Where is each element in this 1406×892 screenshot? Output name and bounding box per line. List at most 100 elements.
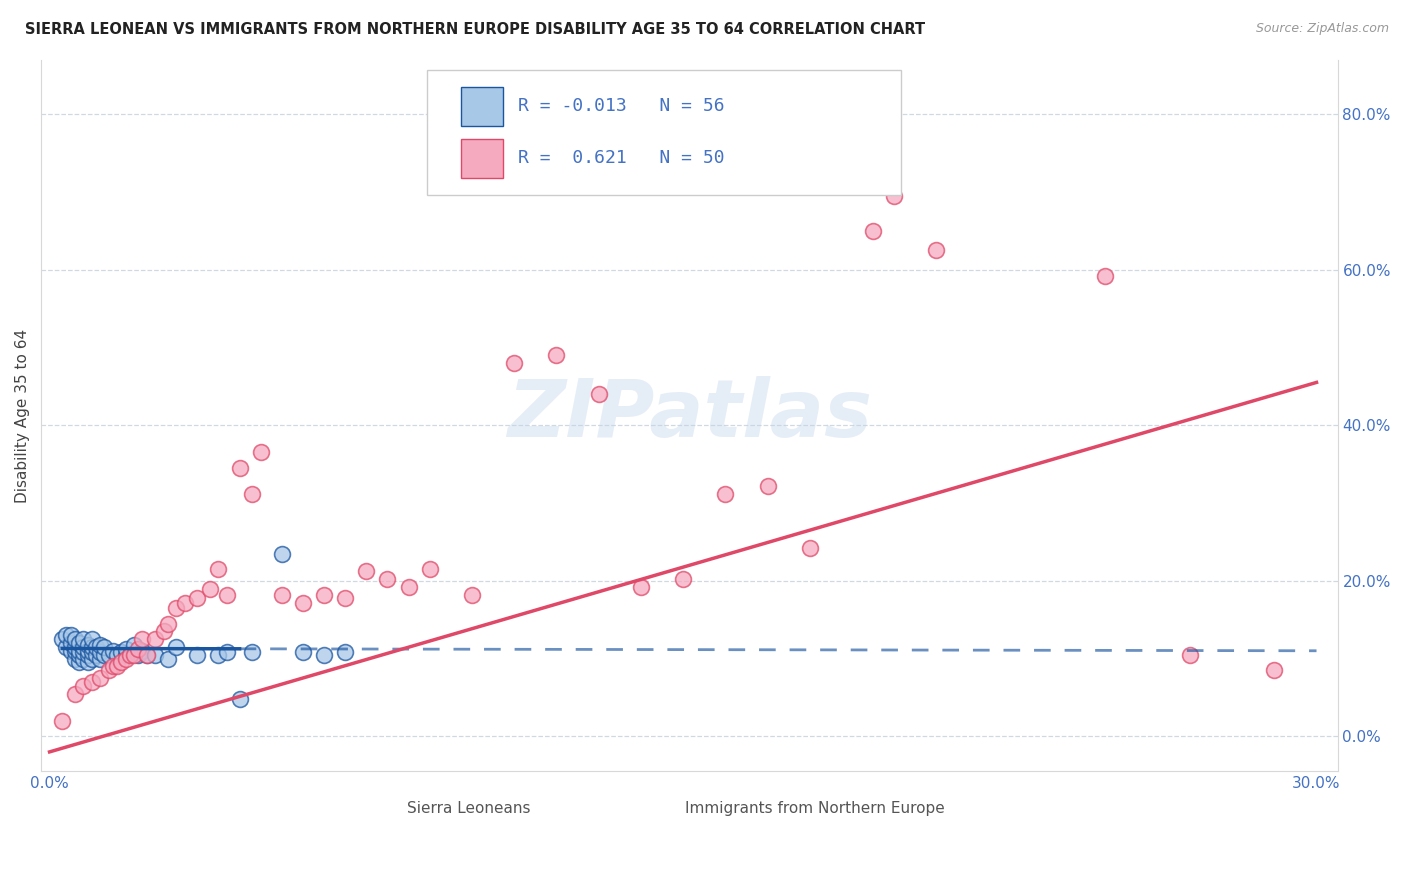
Point bbox=[335, 591, 357, 605]
Text: SIERRA LEONEAN VS IMMIGRANTS FROM NORTHERN EUROPE DISABILITY AGE 35 TO 64 CORREL: SIERRA LEONEAN VS IMMIGRANTS FROM NORTHE… bbox=[25, 22, 925, 37]
Bar bbox=[371, 798, 401, 820]
Point bbox=[335, 645, 357, 659]
Point bbox=[93, 640, 115, 654]
Point bbox=[312, 588, 335, 602]
Point bbox=[72, 640, 94, 654]
Point bbox=[110, 656, 132, 670]
Point bbox=[1263, 663, 1285, 677]
Point bbox=[714, 486, 737, 500]
Point bbox=[59, 628, 82, 642]
Point bbox=[249, 445, 271, 459]
Point bbox=[51, 632, 73, 646]
Point bbox=[72, 651, 94, 665]
Point bbox=[207, 648, 229, 662]
Point bbox=[135, 648, 157, 662]
Point bbox=[228, 692, 250, 706]
Point bbox=[503, 356, 526, 370]
Point bbox=[198, 582, 221, 596]
Point bbox=[72, 645, 94, 659]
Point bbox=[122, 638, 145, 652]
Point bbox=[461, 588, 484, 602]
Text: ZIPatlas: ZIPatlas bbox=[508, 376, 872, 454]
Point bbox=[114, 642, 136, 657]
Point bbox=[97, 663, 120, 677]
Point bbox=[630, 580, 652, 594]
Point bbox=[143, 648, 166, 662]
Point bbox=[270, 588, 292, 602]
Point bbox=[101, 644, 124, 658]
Point bbox=[105, 648, 128, 662]
Point bbox=[72, 679, 94, 693]
Bar bbox=[461, 87, 503, 126]
Point bbox=[291, 645, 314, 659]
Point bbox=[291, 596, 314, 610]
Point bbox=[588, 387, 610, 401]
Point bbox=[89, 651, 111, 665]
FancyBboxPatch shape bbox=[427, 70, 901, 194]
Point bbox=[312, 648, 335, 662]
Point bbox=[80, 651, 103, 665]
Point bbox=[131, 644, 153, 658]
Point bbox=[135, 648, 157, 662]
Point bbox=[84, 648, 107, 662]
Point bbox=[89, 638, 111, 652]
Point bbox=[67, 648, 90, 662]
Point bbox=[1178, 648, 1201, 662]
Point bbox=[186, 591, 208, 605]
Text: Immigrants from Northern Europe: Immigrants from Northern Europe bbox=[686, 801, 945, 816]
Point bbox=[186, 648, 208, 662]
Point bbox=[80, 632, 103, 646]
Point bbox=[122, 648, 145, 662]
Point bbox=[59, 636, 82, 650]
Point bbox=[110, 645, 132, 659]
Point bbox=[419, 562, 441, 576]
Point bbox=[672, 572, 695, 586]
Point bbox=[1094, 268, 1116, 283]
Point bbox=[165, 601, 187, 615]
Point bbox=[59, 644, 82, 658]
Point bbox=[546, 348, 568, 362]
Point bbox=[67, 636, 90, 650]
Point bbox=[72, 632, 94, 646]
Point bbox=[84, 640, 107, 654]
Point bbox=[105, 659, 128, 673]
Point bbox=[131, 632, 153, 646]
Point bbox=[398, 580, 420, 594]
Point bbox=[93, 648, 115, 662]
Point bbox=[63, 644, 86, 658]
Point bbox=[356, 565, 378, 579]
Point bbox=[207, 562, 229, 576]
Point bbox=[127, 648, 149, 662]
Point bbox=[89, 671, 111, 685]
Point bbox=[63, 640, 86, 654]
Point bbox=[89, 645, 111, 659]
Point bbox=[799, 541, 821, 555]
Point bbox=[55, 640, 77, 654]
Point bbox=[152, 624, 174, 639]
Point bbox=[76, 648, 98, 662]
Point bbox=[240, 486, 263, 500]
Point bbox=[80, 645, 103, 659]
Point bbox=[80, 640, 103, 654]
Point bbox=[756, 479, 779, 493]
Point bbox=[270, 547, 292, 561]
Point bbox=[97, 648, 120, 662]
Point bbox=[165, 640, 187, 654]
Point bbox=[114, 648, 136, 662]
Point bbox=[63, 651, 86, 665]
Point bbox=[118, 648, 141, 662]
Point bbox=[76, 656, 98, 670]
Text: Sierra Leoneans: Sierra Leoneans bbox=[406, 801, 530, 816]
Point bbox=[173, 596, 195, 610]
Point bbox=[156, 616, 179, 631]
Y-axis label: Disability Age 35 to 64: Disability Age 35 to 64 bbox=[15, 328, 30, 502]
Bar bbox=[461, 138, 503, 178]
Point bbox=[240, 645, 263, 659]
Point bbox=[80, 674, 103, 689]
Point bbox=[67, 656, 90, 670]
Point bbox=[215, 645, 238, 659]
Text: R = -0.013   N = 56: R = -0.013 N = 56 bbox=[519, 97, 725, 115]
Point bbox=[862, 224, 884, 238]
Point bbox=[883, 188, 905, 202]
Text: Source: ZipAtlas.com: Source: ZipAtlas.com bbox=[1256, 22, 1389, 36]
